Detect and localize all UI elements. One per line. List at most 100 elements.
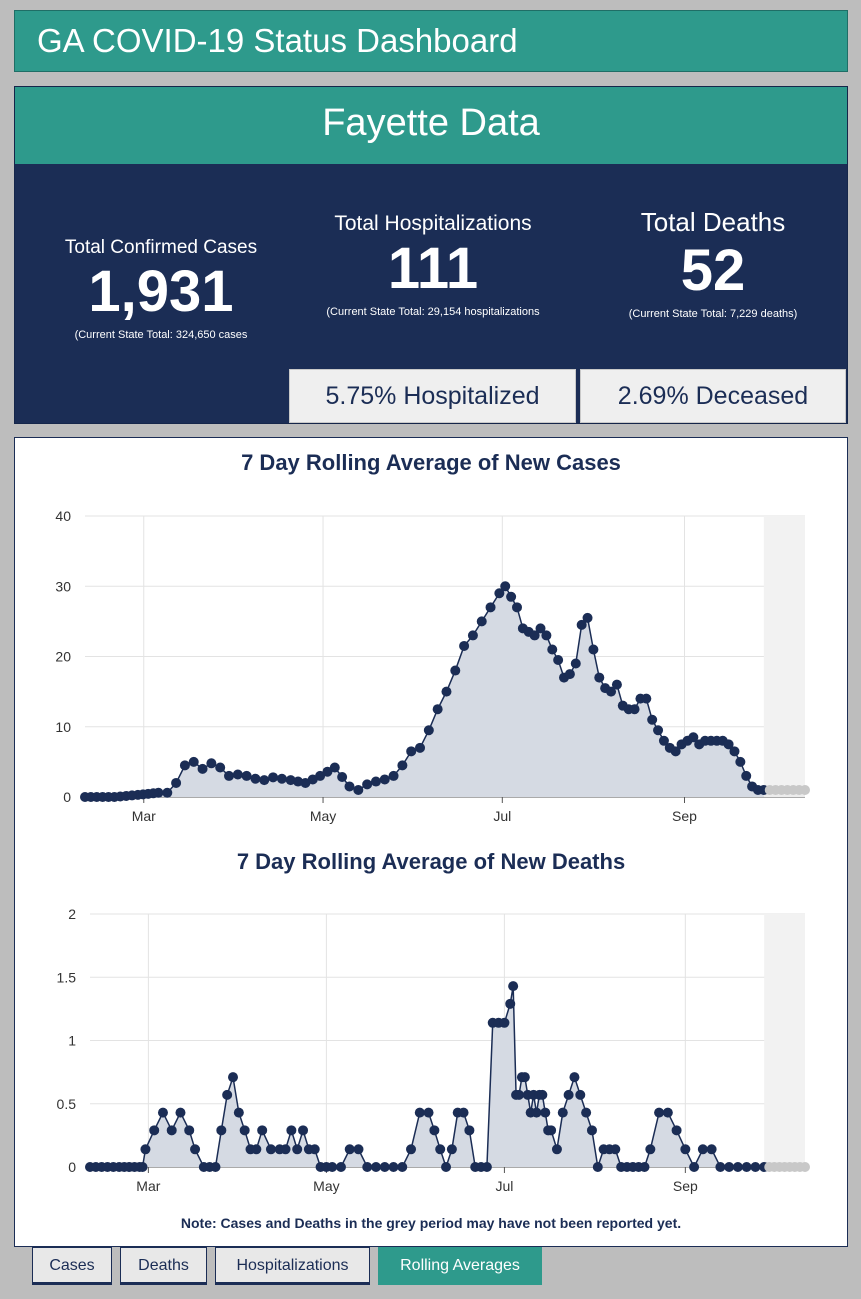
series-area: [85, 586, 764, 797]
data-point: [732, 1162, 743, 1172]
data-point: [435, 1144, 446, 1155]
data-point: [429, 1125, 440, 1136]
tab-cases[interactable]: Cases: [32, 1247, 112, 1285]
tab-hospitalizations[interactable]: Hospitalizations: [215, 1247, 370, 1285]
data-point: [239, 1125, 250, 1136]
x-tick-label: Mar: [136, 1178, 160, 1194]
data-point: [588, 644, 599, 655]
data-point: [697, 1144, 708, 1155]
county-title: Fayette Data: [15, 87, 847, 164]
data-point: [546, 1125, 557, 1136]
data-point: [531, 1107, 542, 1118]
data-point: [671, 1125, 682, 1136]
data-point: [629, 704, 640, 715]
data-point: [215, 762, 226, 773]
series-area: [90, 986, 765, 1167]
data-point: [292, 1144, 303, 1155]
data-point: [446, 1144, 457, 1155]
data-point: [362, 1162, 373, 1172]
data-point: [162, 787, 173, 798]
rolling-averages-card: 7 Day Rolling Average of New Cases 0 10 20…: [14, 437, 848, 1247]
data-point: [307, 774, 318, 785]
data-point: [276, 773, 287, 784]
tab-rolling-averages[interactable]: Rolling Averages: [378, 1247, 542, 1285]
data-point: [257, 1125, 268, 1136]
y-tick-label: 40: [55, 508, 71, 524]
data-point: [259, 775, 270, 786]
data-point: [724, 1162, 735, 1172]
dashboard-title: GA COVID-19 Status Dashboard: [14, 10, 848, 72]
y-tick-label: 30: [55, 578, 71, 594]
data-point: [379, 774, 390, 785]
data-point: [371, 1162, 381, 1172]
data-point: [179, 760, 190, 771]
data-point: [224, 770, 234, 781]
deaths-label: Total Deaths: [640, 207, 786, 237]
data-point: [157, 1107, 168, 1118]
grey-period-point: [794, 1162, 805, 1172]
data-point: [606, 686, 617, 697]
data-point: [309, 1144, 320, 1155]
deaths-chart-title: 7 Day Rolling Average of New Deaths: [236, 849, 626, 874]
cases-value: 1,931: [88, 259, 234, 324]
data-point: [575, 1089, 586, 1100]
data-point: [537, 1089, 548, 1100]
data-point: [586, 1125, 597, 1136]
tab-deaths[interactable]: Deaths: [120, 1247, 207, 1285]
data-point: [647, 714, 658, 725]
data-point: [741, 770, 752, 781]
data-point: [335, 1162, 346, 1172]
data-point: [140, 1144, 151, 1155]
cases-chart-title: 7 Day Rolling Average of New Cases: [241, 450, 621, 475]
data-point: [680, 1144, 691, 1155]
data-point: [481, 1162, 492, 1172]
data-point: [557, 1107, 568, 1118]
data-point: [570, 658, 581, 669]
data-point: [280, 1144, 291, 1155]
data-point: [476, 616, 487, 627]
data-point: [190, 1144, 201, 1155]
cases-state-total: (Current State Total: 324,650 cases: [74, 329, 248, 341]
y-tick-label: 0.5: [57, 1096, 77, 1112]
data-point: [353, 1144, 364, 1155]
data-point: [508, 981, 519, 992]
deaths-chart: 0 0.5 1 1.5 2 Mar May Jul Sep: [57, 906, 810, 1194]
data-point: [458, 1107, 469, 1118]
x-tick-label: Sep: [672, 808, 697, 824]
data-point: [166, 1125, 177, 1136]
data-point: [500, 581, 511, 592]
data-point: [529, 630, 540, 641]
data-point: [576, 619, 587, 630]
data-point: [432, 704, 443, 715]
data-point: [729, 746, 740, 757]
x-tick-label: Sep: [673, 1178, 698, 1194]
data-point: [441, 1162, 452, 1172]
data-point: [423, 725, 434, 736]
data-point: [505, 998, 516, 1009]
data-point: [232, 769, 243, 780]
data-point: [519, 1072, 530, 1083]
data-point: [706, 1144, 717, 1155]
data-point: [494, 588, 505, 599]
data-point: [715, 1162, 726, 1172]
data-point: [547, 644, 558, 655]
x-tick-label: May: [310, 808, 336, 824]
data-point: [592, 1162, 603, 1172]
cases-label: Total Confirmed Cases: [64, 237, 258, 258]
data-point: [735, 756, 746, 767]
data-point: [654, 1107, 665, 1118]
data-point: [241, 770, 252, 781]
y-tick-label: 1.5: [57, 969, 77, 985]
data-point: [327, 1162, 338, 1172]
data-point: [553, 655, 564, 666]
data-point: [670, 746, 681, 757]
data-point: [514, 1089, 524, 1100]
deaths-value: 52: [680, 238, 746, 303]
data-point: [512, 602, 522, 613]
data-point: [506, 591, 517, 602]
data-point: [594, 672, 605, 683]
data-point: [653, 725, 664, 736]
cases-stat: Total Confirmed Cases 1,931 (Current Sta…: [41, 237, 281, 341]
data-point: [467, 630, 478, 641]
data-point: [641, 693, 652, 704]
